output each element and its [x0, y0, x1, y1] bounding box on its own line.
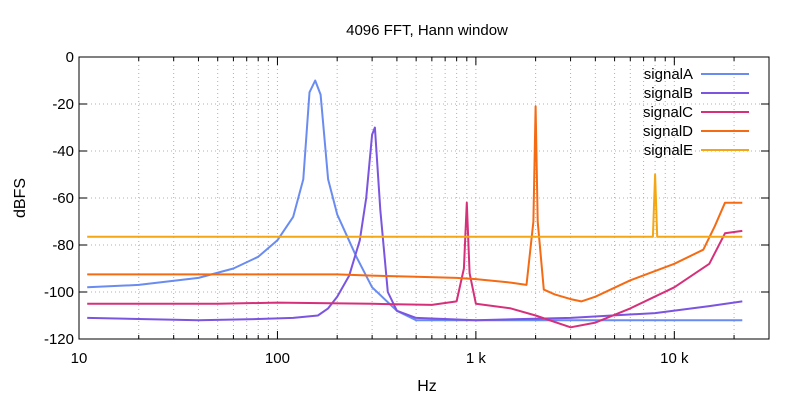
- series-lines: [87, 79, 743, 329]
- x-tick-label: 100: [265, 350, 290, 367]
- series-line-signalC: [87, 201, 743, 329]
- legend-label-signalB: signalB: [644, 85, 693, 102]
- x-axis-label: Hz: [417, 378, 437, 395]
- series-line-signalD: [87, 105, 743, 303]
- y-tick-label: -40: [52, 143, 74, 160]
- series-line-signalB: [87, 126, 743, 322]
- y-axis-ticks: 0 -20 -40 -60 -80 -100 -120: [44, 49, 769, 348]
- y-tick-label: -60: [52, 190, 74, 207]
- x-tick-label: 1 k: [466, 350, 487, 367]
- x-tick-label: 10 k: [660, 350, 689, 367]
- y-tick-label: -80: [52, 237, 74, 254]
- grid: [79, 57, 770, 339]
- y-tick-label: -20: [52, 96, 74, 113]
- series-line-signalE: [87, 173, 743, 238]
- y-tick-label: 0: [66, 49, 74, 66]
- x-axis-ticks: 10 100 1 k 10 k: [71, 57, 770, 367]
- legend-label-signalD: signalD: [643, 123, 693, 140]
- chart-title: 4096 FFT, Hann window: [346, 22, 508, 39]
- legend: signalA signalB signalC signalD signalE: [643, 66, 749, 159]
- y-tick-label: -120: [44, 331, 74, 348]
- legend-label-signalC: signalC: [643, 104, 693, 121]
- legend-label-signalA: signalA: [644, 66, 693, 83]
- y-axis-label: dBFS: [12, 178, 29, 218]
- legend-label-signalE: signalE: [644, 142, 693, 159]
- x-tick-label: 10: [71, 350, 88, 367]
- y-tick-label: -100: [44, 284, 74, 301]
